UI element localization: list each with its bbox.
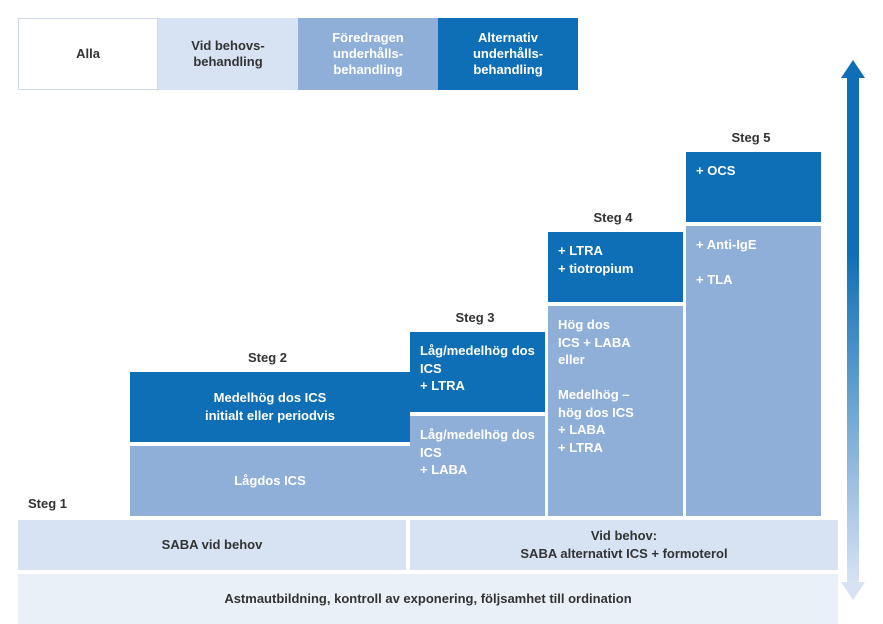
step-5-label: Steg 5: [732, 130, 771, 145]
legend: Alla Vid behovs-behandling Föredragen un…: [18, 18, 578, 90]
step4-alternative: + LTRA+ tiotropium: [548, 232, 683, 302]
arrow-down-icon: [841, 582, 865, 600]
legend-prn: Vid behovs-behandling: [158, 18, 298, 90]
step3-preferred: Låg/medelhög dos ICS+ LABA: [410, 416, 545, 516]
step3-alternative: Låg/medelhög dos ICS+ LTRA: [410, 332, 545, 412]
education-row: Astmautbildning, kontroll av exponering,…: [18, 574, 838, 624]
step5-alternative: + OCS: [686, 152, 821, 222]
step-2-label: Steg 2: [248, 350, 287, 365]
step-4-label: Steg 4: [594, 210, 633, 225]
step-1-label: Steg 1: [28, 496, 67, 511]
step2-alternative: Medelhög dos ICSinitialt eller periodvis: [130, 372, 410, 442]
step4-preferred: Hög dosICS + LABAeller Medelhög –hög dos…: [548, 306, 683, 516]
step5-preferred: + Anti-IgE + TLA: [686, 226, 821, 516]
saba-left: SABA vid behov: [18, 520, 406, 570]
legend-preferred: Föredragen underhålls-behandling: [298, 18, 438, 90]
intensity-arrow: [841, 60, 865, 600]
legend-all: Alla: [18, 18, 158, 90]
saba-right: Vid behov:SABA alternativt ICS + formote…: [410, 520, 838, 570]
arrow-shaft: [847, 78, 859, 582]
step-3-label: Steg 3: [456, 310, 495, 325]
step2-preferred: Lågdos ICS: [130, 446, 410, 516]
legend-alternative: Alternativ underhålls-behandling: [438, 18, 578, 90]
arrow-up-icon: [841, 60, 865, 78]
